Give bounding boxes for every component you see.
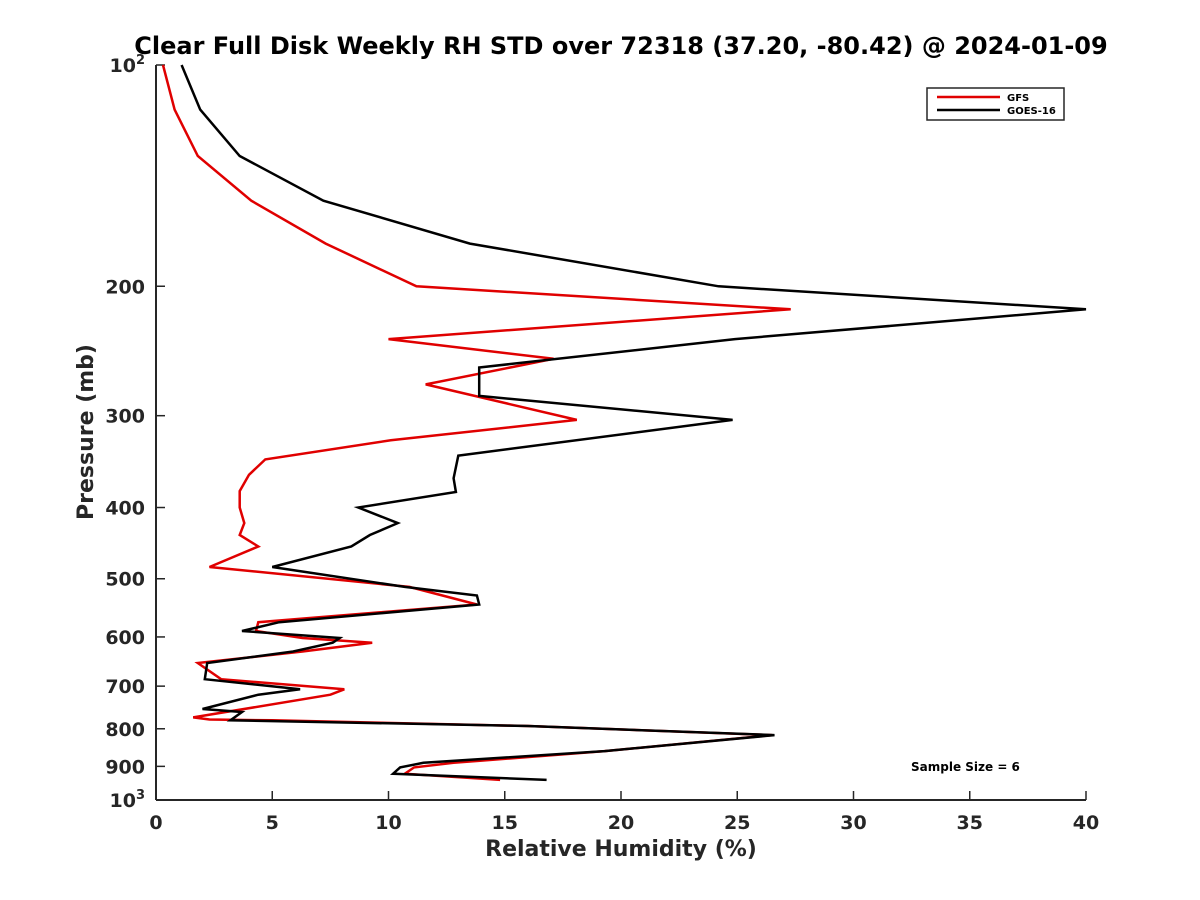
y-tick-label: 900 <box>105 756 145 778</box>
x-tick-label: 0 <box>149 812 162 834</box>
x-tick-label: 40 <box>1073 812 1099 834</box>
x-tick-label: 35 <box>957 812 983 834</box>
x-tick-label: 10 <box>375 812 401 834</box>
x-ticks: 0 5 10 15 20 25 30 35 40 <box>149 791 1099 834</box>
y-tick-label: 700 <box>105 676 145 698</box>
legend-label-gfs: GFS <box>1007 93 1029 104</box>
x-tick-label: 30 <box>840 812 866 834</box>
series-line-goes16 <box>180 64 1087 782</box>
legend-box <box>926 87 1065 121</box>
y-tick-label: 103 <box>110 788 146 812</box>
x-tick-label: 15 <box>492 812 518 834</box>
y-tick-label: 500 <box>105 569 145 591</box>
y-ticks: 102 200 300 400 500 600 700 800 900 103 <box>105 53 165 812</box>
y-tick-label: 102 <box>110 53 146 77</box>
x-tick-label: 25 <box>724 812 750 834</box>
y-tick-label: 400 <box>105 498 145 520</box>
legend-label-goes16: GOES-16 <box>1007 106 1056 117</box>
sample-size-annotation: Sample Size = 6 <box>911 760 1020 774</box>
y-tick-label: 300 <box>105 406 145 428</box>
y-tick-label: 200 <box>105 276 145 298</box>
legend: GFS GOES-16 <box>926 87 1065 121</box>
x-axis-label: Relative Humidity (%) <box>485 837 757 862</box>
series-lines <box>161 64 1087 782</box>
y-axis-label: Pressure (mb) <box>74 344 99 520</box>
x-tick-label: 5 <box>266 812 279 834</box>
chart-title: Clear Full Disk Weekly RH STD over 72318… <box>134 32 1107 60</box>
series-line-gfs <box>161 64 791 782</box>
y-tick-label: 600 <box>105 627 145 649</box>
y-tick-label: 800 <box>105 719 145 741</box>
x-tick-label: 20 <box>608 812 634 834</box>
